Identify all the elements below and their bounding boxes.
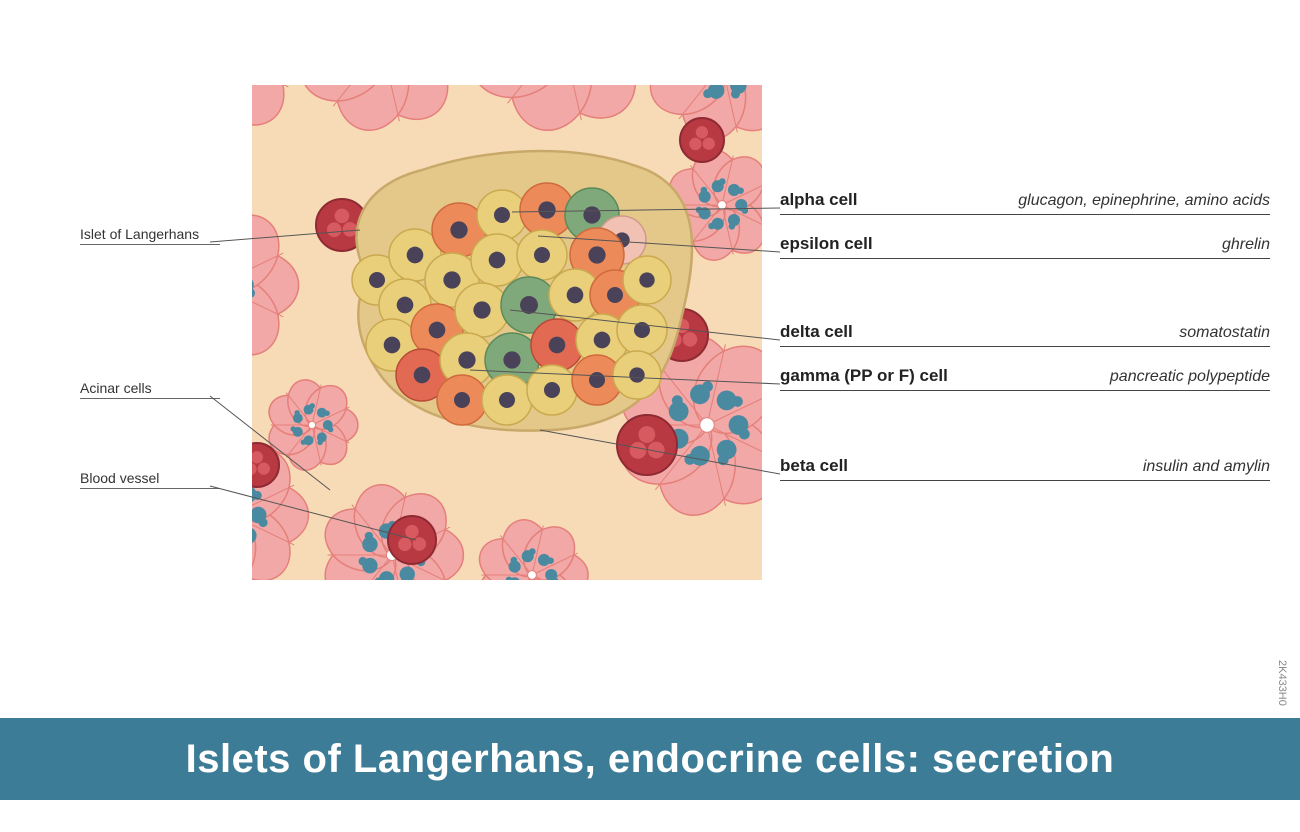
right-label: epsilon cell ghrelin xyxy=(780,234,1270,259)
left-label-text: Acinar cells xyxy=(80,380,220,399)
right-label: beta cell insulin and amylin xyxy=(780,456,1270,481)
cell-secretion: glucagon, epinephrine, amino acids xyxy=(1018,192,1270,210)
left-label: Acinar cells xyxy=(80,380,220,401)
cell-name: delta cell xyxy=(780,322,853,342)
cell-name: beta cell xyxy=(780,456,848,476)
title-text: Islets of Langerhans, endocrine cells: s… xyxy=(186,737,1115,782)
cell-secretion: pancreatic polypeptide xyxy=(1110,368,1270,386)
left-label: Islet of Langerhans xyxy=(80,226,220,247)
tissue-illustration xyxy=(252,85,762,580)
left-label-text: Blood vessel xyxy=(80,470,220,489)
left-label-text: Islet of Langerhans xyxy=(80,226,220,245)
cell-name: gamma (PP or F) cell xyxy=(780,366,948,386)
tissue-svg xyxy=(252,85,762,580)
diagram-canvas: alamy Islet of LangerhansAcinar cellsBlo… xyxy=(0,0,1300,832)
image-code: 2K433H0 xyxy=(1276,660,1288,706)
cell-secretion: insulin and amylin xyxy=(1143,458,1270,476)
cell-secretion: ghrelin xyxy=(1222,236,1270,254)
title-bar: Islets of Langerhans, endocrine cells: s… xyxy=(0,718,1300,800)
left-label: Blood vessel xyxy=(80,470,220,491)
right-label: alpha cell glucagon, epinephrine, amino a… xyxy=(780,190,1270,215)
cell-name: epsilon cell xyxy=(780,234,873,254)
cell-secretion: somatostatin xyxy=(1179,324,1270,342)
cell-name: alpha cell xyxy=(780,190,857,210)
right-label: delta cell somatostatin xyxy=(780,322,1270,347)
right-label: gamma (PP or F) cell pancreatic polypepti… xyxy=(780,366,1270,391)
